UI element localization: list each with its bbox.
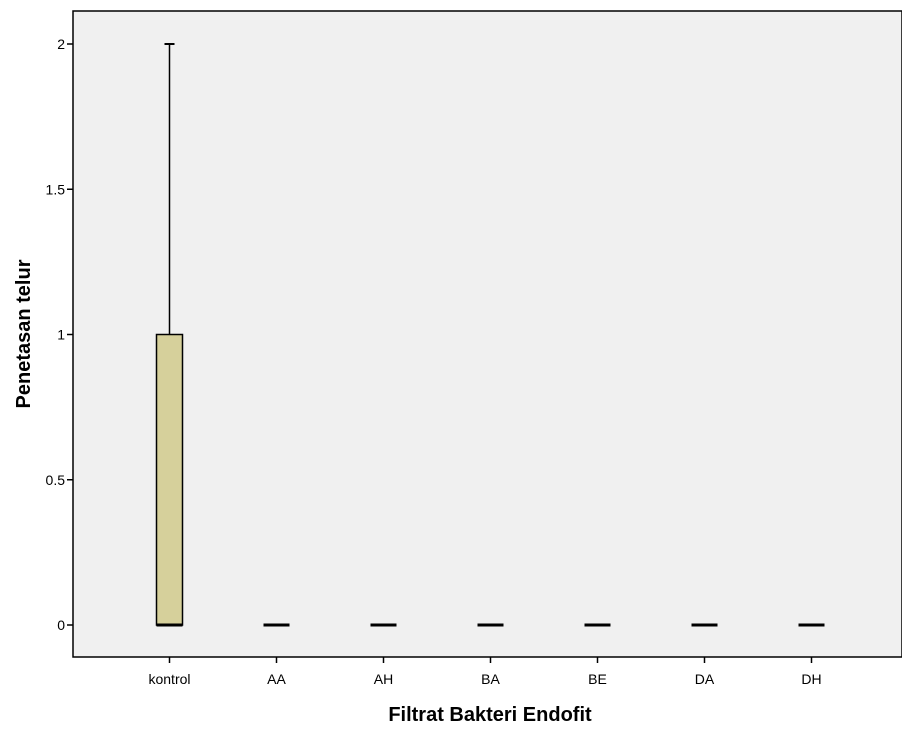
box-iqr	[155, 333, 184, 626]
y-axis-title: Penetasan telur	[13, 259, 35, 408]
y-tick-label: 0.5	[46, 472, 66, 488]
y-axis: 0 0.5 1 1.5 2	[46, 36, 73, 633]
box-series	[155, 43, 825, 627]
box-kontrol	[155, 43, 184, 627]
y-tick-label: 0	[57, 617, 65, 633]
x-tick-label: BE	[588, 671, 607, 687]
y-tick-label: 1	[57, 327, 65, 343]
x-tick-label: AH	[374, 671, 393, 687]
plot-area	[72, 10, 902, 658]
y-tick-label: 1.5	[46, 181, 66, 197]
x-tick-label: kontrol	[148, 671, 190, 687]
y-tick-label: 2	[57, 36, 65, 52]
x-tick-label: DA	[695, 671, 715, 687]
x-tick-label: DH	[801, 671, 821, 687]
x-tick-label: AA	[267, 671, 286, 687]
x-tick-label: BA	[481, 671, 500, 687]
x-axis-title: Filtrat Bakteri Endofit	[388, 704, 592, 726]
x-axis: kontrol AA AH BA BE DA DH	[148, 657, 822, 687]
